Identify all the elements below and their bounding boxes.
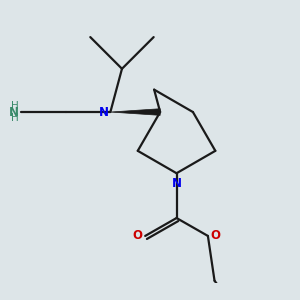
Polygon shape — [110, 109, 160, 116]
Text: O: O — [211, 230, 220, 242]
Text: N: N — [9, 106, 19, 118]
Text: O: O — [133, 230, 142, 242]
Text: H: H — [11, 101, 19, 111]
Text: H: H — [11, 113, 19, 123]
Text: N: N — [99, 106, 109, 118]
Text: N: N — [172, 176, 182, 190]
